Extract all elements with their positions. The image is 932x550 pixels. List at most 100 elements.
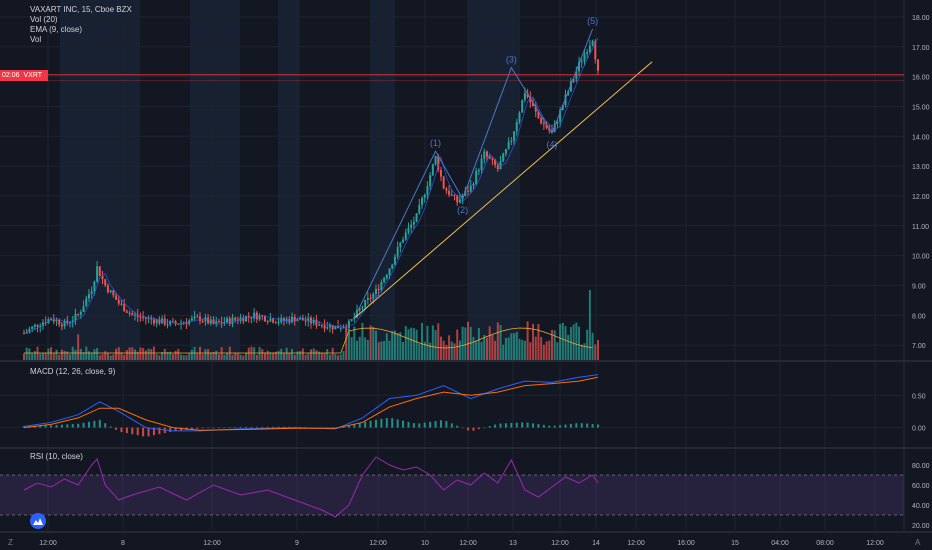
candle-body xyxy=(534,106,537,112)
legend-volume-20[interactable]: Vol (20) xyxy=(30,15,58,24)
volume-bar xyxy=(304,354,307,360)
volume-bar xyxy=(499,325,502,360)
candle-body xyxy=(299,317,302,320)
candle-body xyxy=(556,121,559,124)
legend-volume[interactable]: Vol xyxy=(30,35,42,44)
candle-body xyxy=(50,319,53,321)
volume-bar xyxy=(521,339,524,360)
volume-bar xyxy=(90,353,93,360)
volume-bar xyxy=(377,342,380,360)
macd-histogram-bar xyxy=(228,427,231,428)
volume-bar xyxy=(475,341,478,360)
volume-bar xyxy=(33,351,36,360)
volume-bar xyxy=(255,354,258,360)
rsi-axis-label: 20.00 xyxy=(912,523,930,530)
candle-body xyxy=(569,81,572,92)
badge-time: 02:06 xyxy=(2,71,20,79)
volume-bar xyxy=(342,351,345,360)
elliott-wave-label: (4) xyxy=(546,139,557,149)
macd-histogram-bar xyxy=(483,427,486,429)
candle-body xyxy=(542,123,545,125)
candle-body xyxy=(85,298,88,307)
volume-bar xyxy=(69,354,72,360)
candle-body xyxy=(567,91,570,95)
volume-bar xyxy=(323,353,326,360)
volume-bar xyxy=(542,344,545,360)
price-axis-label: 15.00 xyxy=(912,104,930,111)
volume-bar xyxy=(163,348,166,360)
macd-histogram-bar xyxy=(39,425,42,428)
macd-legend[interactable]: MACD (12, 26, close, 9) xyxy=(30,367,115,377)
volume-bar xyxy=(272,352,275,360)
volume-bar xyxy=(597,340,599,360)
legend-ema[interactable]: EMA (9, close) xyxy=(30,25,83,34)
candle-body xyxy=(82,306,85,313)
candle-body xyxy=(28,328,31,332)
candle-body xyxy=(185,322,188,325)
candle-body xyxy=(242,317,245,322)
volume-bar xyxy=(41,352,44,360)
price-axis-label: 16.00 xyxy=(912,75,930,82)
symbol-title[interactable]: VAXART INC, 15, Cboe BZX xyxy=(30,5,132,14)
volume-bar xyxy=(77,334,80,360)
macd-label[interactable]: MACD (12, 26, close, 9) xyxy=(30,367,116,376)
volume-bar xyxy=(277,350,280,360)
volume-bar xyxy=(93,349,96,360)
volume-bar xyxy=(591,332,594,360)
candle-body xyxy=(296,319,299,322)
candle-body xyxy=(190,318,193,321)
candle-body xyxy=(125,311,128,313)
volume-bars xyxy=(23,290,599,360)
candle-body xyxy=(369,297,372,299)
volume-bar xyxy=(532,323,535,360)
volume-bar xyxy=(147,348,150,360)
candle-body xyxy=(207,317,210,324)
macd-histogram-bar xyxy=(109,426,112,428)
candle-body xyxy=(342,327,345,329)
timezone-button[interactable]: Z xyxy=(8,538,13,547)
session-band xyxy=(370,0,395,360)
candle-body xyxy=(578,62,581,72)
volume-bar xyxy=(429,342,432,360)
tradingview-logo-icon[interactable] xyxy=(30,513,46,529)
candle-body xyxy=(253,312,256,319)
candle-body xyxy=(513,131,516,141)
rsi-label[interactable]: RSI (10, close) xyxy=(30,452,83,461)
volume-bar xyxy=(58,354,61,360)
volume-bar xyxy=(258,346,261,360)
volume-bar xyxy=(174,350,177,360)
volume-bar xyxy=(79,348,82,360)
volume-bar xyxy=(190,349,193,360)
rsi-legend[interactable]: RSI (10, close) xyxy=(30,452,83,462)
macd-histogram-bar xyxy=(461,427,464,429)
chart-legend[interactable]: VAXART INC, 15, Cboe BZX Vol (20) EMA (9… xyxy=(30,5,132,45)
candle-body xyxy=(429,175,432,187)
volume-bar xyxy=(182,355,185,360)
volume-bar xyxy=(50,347,53,360)
volume-bar xyxy=(112,354,115,360)
auto-scale-button[interactable]: A xyxy=(915,538,921,547)
macd-histogram-bar xyxy=(50,425,53,428)
candle-body xyxy=(421,197,424,205)
rsi-pane: 80.00 60.00 40.00 20.00 xyxy=(0,456,930,530)
macd-histogram-bar xyxy=(98,419,101,428)
volume-bar xyxy=(383,341,386,360)
volume-bar xyxy=(101,354,104,360)
volume-bar xyxy=(188,353,191,360)
volume-bar xyxy=(125,350,128,360)
volume-bar xyxy=(534,336,537,360)
volume-bar xyxy=(212,351,215,360)
rsi-axis-label: 60.00 xyxy=(912,483,930,490)
macd-histogram-bar xyxy=(158,427,161,435)
candle-body xyxy=(93,281,96,292)
volume-bar xyxy=(161,351,164,360)
candle-body xyxy=(263,316,266,322)
macd-histogram-bar xyxy=(93,420,96,428)
candle-body xyxy=(594,41,597,60)
candle-body xyxy=(372,293,375,299)
macd-histogram-bar xyxy=(548,425,551,428)
price-axis-label: 13.00 xyxy=(912,164,930,171)
candle-body xyxy=(412,221,415,225)
volume-bar xyxy=(396,332,399,360)
